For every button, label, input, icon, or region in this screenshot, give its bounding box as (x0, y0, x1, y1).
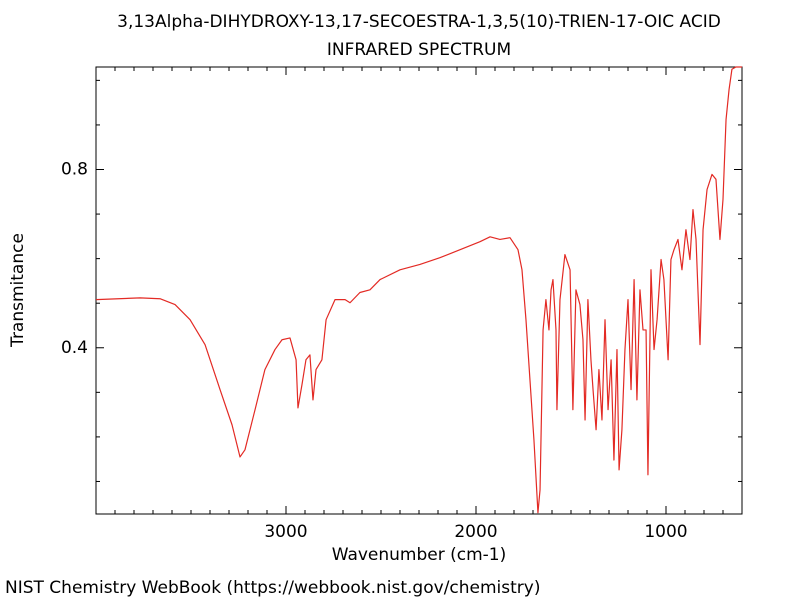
y-axis-label: Transmitance (8, 233, 28, 348)
chart-subtitle: INFRARED SPECTRUM (327, 40, 511, 60)
x-tick-label: 3000 (264, 522, 307, 542)
x-axis-label: Wavenumber (cm-1) (332, 545, 507, 565)
plot-frame (95, 66, 743, 515)
chart-title: 3,13Alpha-DIHYDROXY-13,17-SECOESTRA-1,3,… (117, 12, 721, 32)
y-tick-label: 0.8 (61, 160, 88, 180)
y-tick-label: 0.4 (61, 338, 88, 358)
x-tick-label: 2000 (454, 522, 497, 542)
x-tick-label: 1000 (644, 522, 687, 542)
source-note: NIST Chemistry WebBook (https://webbook.… (5, 578, 540, 598)
spectrum-line (95, 66, 742, 514)
